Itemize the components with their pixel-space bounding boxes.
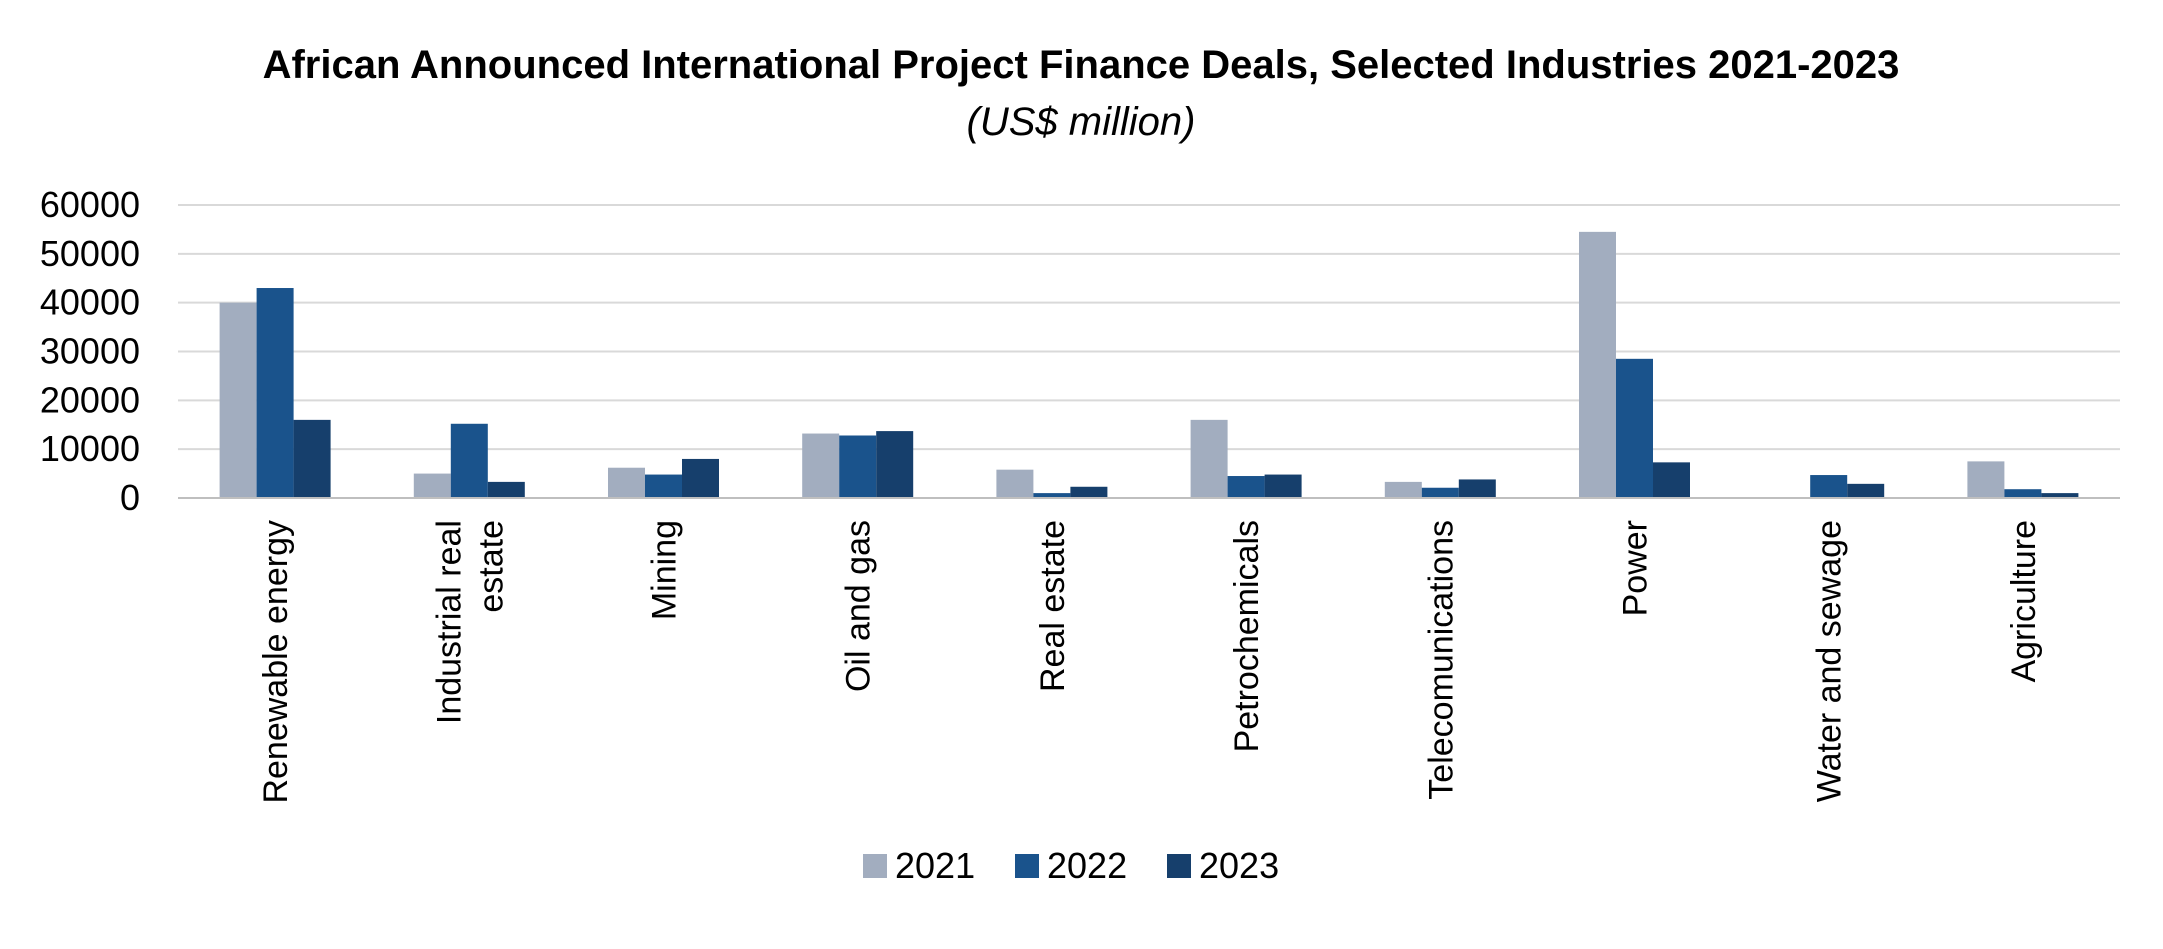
x-tick-label: Water and sewage	[1811, 520, 1849, 802]
x-tick-label: Power	[1617, 520, 1655, 616]
legend-label: 2022	[1047, 845, 1127, 886]
x-tick-label: Industrial real	[430, 520, 468, 724]
y-tick-label: 0	[120, 477, 140, 518]
bar-2022-2	[645, 474, 682, 498]
bar-2022-1	[450, 423, 488, 498]
y-tick-label: 50000	[40, 233, 140, 274]
bar-2022-0	[256, 288, 294, 498]
x-tick-label: Mining	[646, 520, 684, 620]
bar-2023-5	[1264, 474, 1302, 498]
bar-2021-5	[1190, 419, 1228, 498]
bar-2023-6	[1458, 479, 1496, 498]
gridlines	[178, 204, 2120, 451]
bar-2021-4	[996, 469, 1034, 498]
bar-2021-6	[1384, 481, 1422, 498]
chart-title: African Announced International Project …	[263, 43, 1900, 87]
y-tick-label: 20000	[40, 379, 140, 420]
y-tick-label: 40000	[40, 282, 140, 323]
legend-swatch	[1015, 854, 1039, 878]
bar-2023-8	[1847, 483, 1885, 498]
chart-subtitle: (US$ million)	[967, 100, 1196, 144]
x-tick-label: Agriculture	[2005, 520, 2043, 683]
bar-2023-1	[487, 481, 525, 498]
x-tick-label: Telecomunications	[1422, 520, 1460, 800]
y-tick-label: 10000	[40, 428, 140, 469]
bar-2022-5	[1227, 476, 1265, 498]
x-tick-label: Renewable energy	[257, 520, 295, 804]
x-tick-label: estate	[472, 520, 510, 613]
bar-2022-7	[1616, 358, 1653, 498]
x-tick-label: Real estate	[1034, 520, 1072, 692]
bar-2021-1	[413, 473, 451, 498]
bar-2021-7	[1579, 231, 1616, 498]
legend-swatch	[863, 854, 887, 878]
x-tick-label: Oil and gas	[840, 520, 878, 692]
bar-2023-0	[293, 419, 331, 498]
bar-2023-9	[2041, 493, 2079, 498]
y-tick-label: 60000	[40, 184, 140, 225]
bar-2022-9	[2004, 489, 2042, 498]
bar-2023-4	[1070, 486, 1108, 498]
bar-2022-3	[839, 435, 877, 498]
bar-2021-9	[1967, 461, 2005, 498]
x-axis-ticks: Renewable energy Industrial real estate Min…	[257, 520, 2043, 804]
x-tick-label: Petrochemicals	[1228, 520, 1266, 752]
bar-2023-2	[682, 458, 719, 498]
bar-2022-8	[1810, 475, 1848, 498]
legend-swatch	[1167, 854, 1191, 878]
y-tick-label: 30000	[40, 331, 140, 372]
bar-2022-4	[1033, 493, 1071, 498]
y-axis-ticks: 0 10000 20000 30000 40000 50000 60000	[40, 184, 140, 518]
bar-2022-6	[1421, 487, 1459, 498]
bar-2021-0	[219, 302, 257, 498]
bar-2021-3	[802, 433, 840, 498]
legend-label: 2021	[895, 845, 975, 886]
bar-2023-7	[1653, 462, 1690, 498]
bar-2023-3	[876, 431, 914, 498]
bar-2021-2	[608, 467, 645, 498]
legend-label: 2023	[1199, 845, 1279, 886]
bars	[219, 231, 2079, 498]
legend: 2021 2022 2023	[863, 845, 1279, 886]
